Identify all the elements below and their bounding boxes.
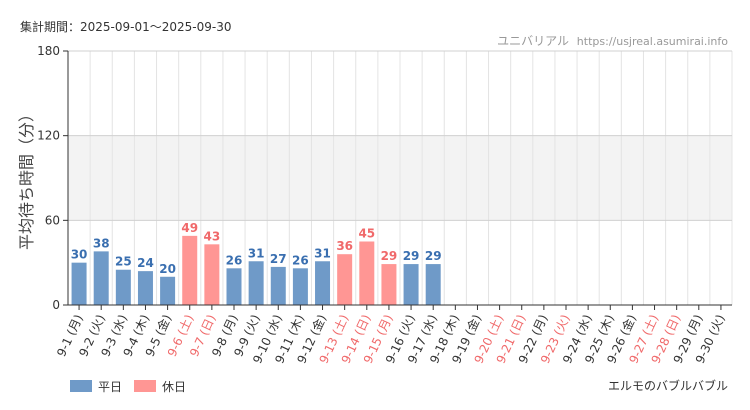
bar (93, 251, 109, 305)
period-label: 集計期間： (20, 20, 81, 34)
bar-value-label: 49 (181, 221, 198, 235)
legend-holiday-swatch (134, 380, 156, 392)
bar (425, 264, 441, 305)
bar-value-label: 43 (204, 229, 221, 243)
bar-value-label: 31 (314, 246, 331, 260)
period-header: 集計期間：2025-09-01〜2025-09-30 (20, 18, 232, 35)
bar-value-label: 29 (381, 249, 398, 263)
bar (292, 268, 308, 305)
attraction-title: エルモのバブルバブル (607, 379, 728, 393)
legend-weekday-label: 平日 (98, 380, 122, 394)
grid-lines (67, 50, 733, 305)
y-tick-label: 120 (37, 129, 60, 143)
y-tick-label: 0 (52, 298, 60, 312)
bar (71, 262, 87, 305)
bar-value-label: 29 (425, 249, 442, 263)
bar-value-labels: 30 38 25 24 20 49 43 26 31 27 26 31 36 45 29 29 29 (71, 221, 442, 276)
bar-value-label: 26 (226, 253, 243, 267)
legend-holiday-label: 休日 (162, 380, 186, 394)
bar-series (71, 235, 441, 305)
y-tick-label: 60 (45, 213, 60, 227)
bar (160, 276, 176, 305)
bar (315, 261, 331, 305)
bar (248, 261, 264, 305)
axes (63, 50, 732, 310)
legend: 平日 休日 (70, 380, 186, 394)
bar-value-label: 20 (159, 262, 176, 276)
bar (337, 254, 353, 305)
bar (137, 271, 153, 305)
bar-value-label: 30 (71, 248, 88, 262)
x-tick-labels: 9-1 (月)9-2 (火)9-3 (水)9-4 (木)9-5 (金)9-6 (… (54, 312, 727, 366)
y-axis-label: 平均待ち時間（分） (17, 106, 36, 250)
bar (270, 266, 286, 305)
bar-value-label: 36 (336, 239, 353, 253)
bar (182, 235, 198, 305)
bar (226, 268, 242, 305)
bar-value-label: 38 (93, 236, 110, 250)
bar-value-label: 31 (248, 246, 265, 260)
bar-value-label: 27 (270, 252, 287, 266)
bar-value-label: 25 (115, 255, 132, 269)
bar-value-label: 29 (403, 249, 420, 263)
period-value: 2025-09-01〜2025-09-30 (80, 20, 232, 34)
bar (359, 241, 375, 305)
bar-value-label: 24 (137, 256, 154, 270)
bar (204, 244, 220, 305)
y-tick-label: 180 (37, 44, 60, 58)
bar (115, 269, 131, 305)
bar-value-label: 26 (292, 253, 309, 267)
bar-value-label: 45 (358, 227, 375, 241)
site-credit: ユニバリアル https://usjreal.asumirai.info (497, 32, 728, 49)
bar (403, 264, 419, 305)
legend-weekday-swatch (70, 380, 92, 392)
bar (381, 264, 397, 305)
site-name: ユニバリアル (497, 34, 569, 48)
site-url[interactable]: https://usjreal.asumirai.info (576, 35, 728, 48)
y-tick-labels: 0 60 120 180 (37, 44, 60, 312)
